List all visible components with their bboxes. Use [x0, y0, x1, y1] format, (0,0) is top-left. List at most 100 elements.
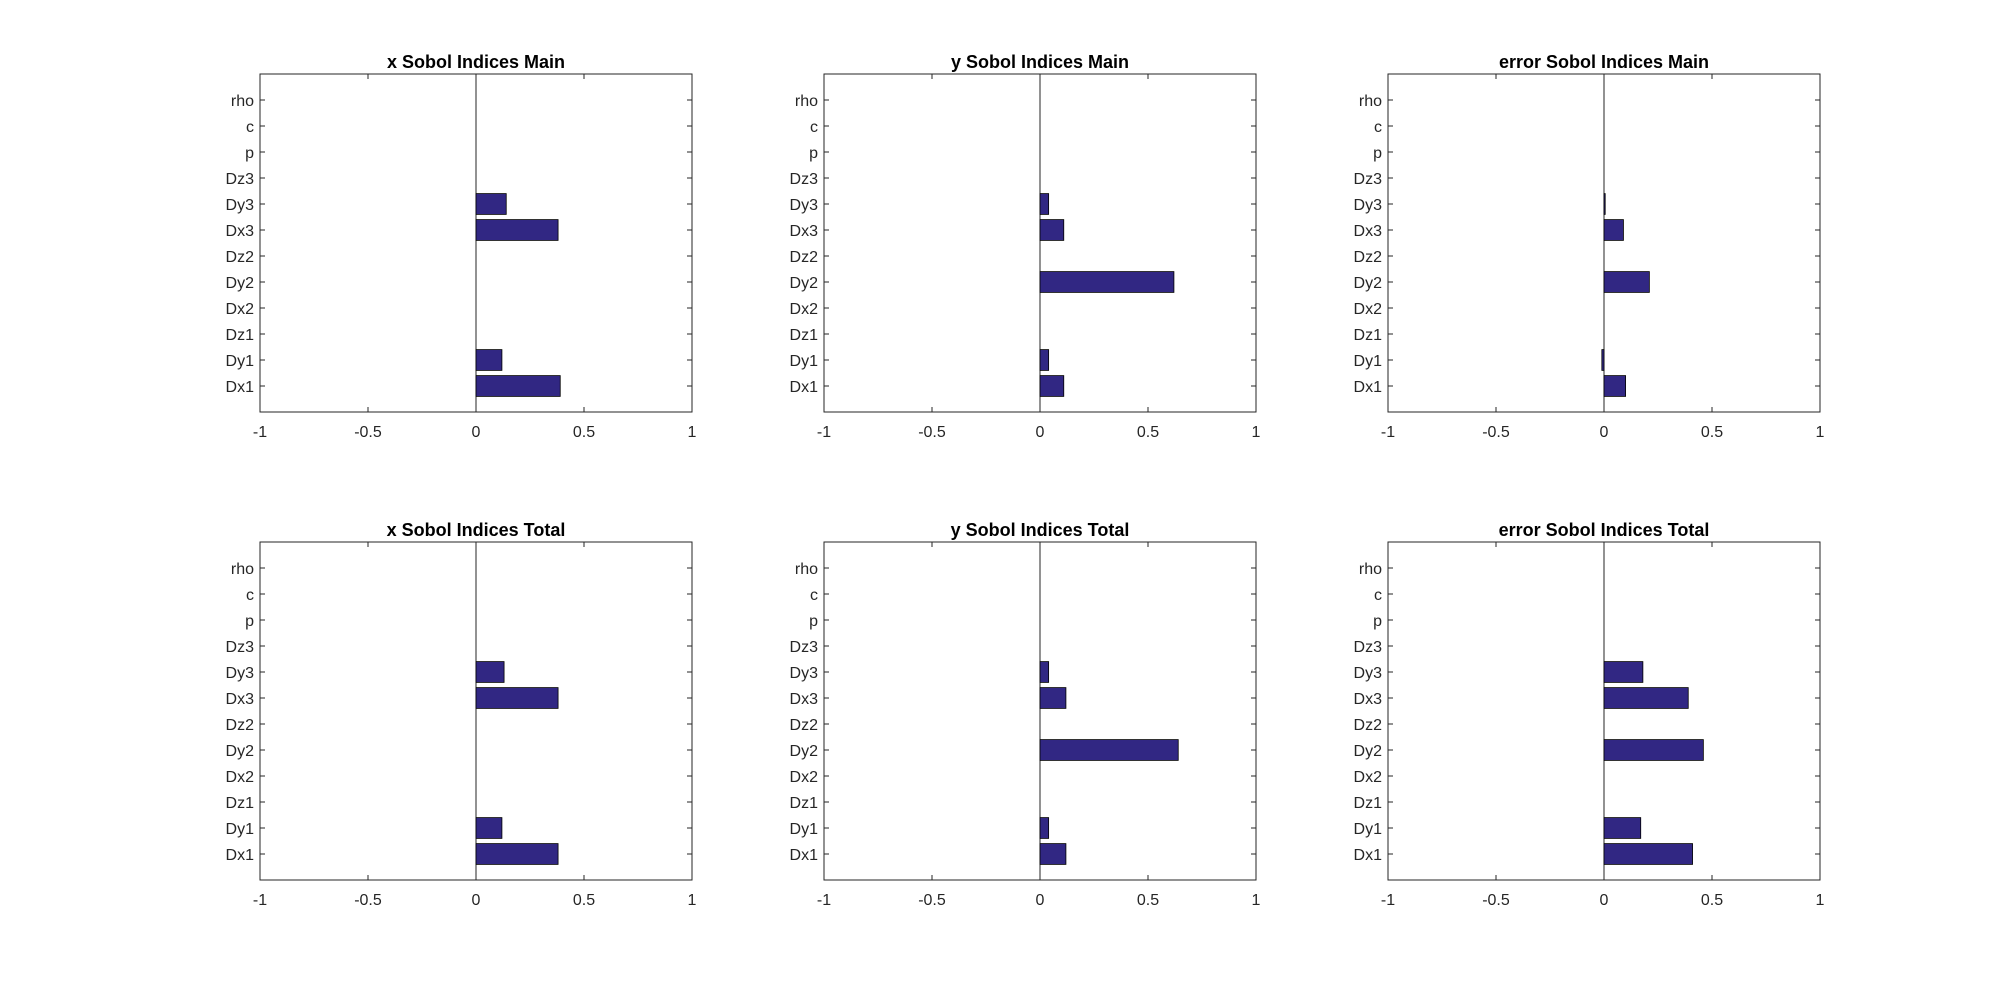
bar-dy1: [1039, 349, 1050, 371]
y-tick-label: Dx3: [226, 691, 255, 708]
y-tick-label: Dy1: [226, 821, 255, 838]
chart-title: error Sobol Indices Total: [1499, 520, 1710, 540]
y-tick-label: rho: [795, 561, 818, 578]
x-tick-label: 0.5: [1701, 892, 1723, 909]
y-tick-label: Dy1: [790, 353, 819, 370]
y-tick-label: c: [810, 587, 818, 604]
chart-panel-6: error Sobol Indices Total -1 -0.5 0 0.5 1 Dx1 D…: [1354, 520, 1825, 909]
chart-panel-5: y Sobol Indices Total -1 -0.5 0 0.5 1 Dx1 Dy1 Dz…: [790, 520, 1261, 909]
y-tick-label: Dy1: [226, 353, 255, 370]
bar-dy2: [1039, 739, 1179, 761]
bar-dx1: [475, 843, 559, 865]
y-tick-label: c: [1374, 119, 1382, 136]
y-tick-label: Dx1: [1354, 379, 1383, 396]
y-tick-label: Dy3: [1354, 665, 1383, 682]
bar-dy1: [1601, 349, 1605, 371]
bar-dy1: [1603, 817, 1642, 839]
x-tick-label: -1: [253, 424, 267, 441]
y-tick-label: Dy3: [790, 197, 819, 214]
y-tick-label: Dx3: [1354, 691, 1383, 708]
x-tick-label: 0: [1036, 424, 1045, 441]
x-tick-label: -1: [253, 892, 267, 909]
y-tick-label: Dz3: [226, 639, 255, 656]
y-tick-label: Dy3: [790, 665, 819, 682]
y-tick-label: c: [246, 119, 254, 136]
chart-panel-4: x Sobol Indices Total -1 -0.5 0 0.5 1 Dx1 Dy1 Dz…: [226, 520, 697, 909]
bar-dy3: [1039, 661, 1050, 683]
chart-title: x Sobol Indices Total: [387, 520, 566, 540]
y-tick-label: rho: [795, 93, 818, 110]
y-tick-label: rho: [231, 561, 254, 578]
y-tick-label: Dx1: [226, 847, 255, 864]
x-tick-label: -0.5: [918, 892, 946, 909]
y-tick-label: c: [1374, 587, 1382, 604]
bar-dy1: [475, 349, 503, 371]
y-tick-label: c: [246, 587, 254, 604]
bar-dy3: [475, 661, 505, 683]
y-tick-label: Dy2: [790, 275, 819, 292]
bar-dx3: [475, 219, 559, 241]
bar-dx3: [1603, 219, 1624, 241]
y-tick-label: Dy2: [1354, 275, 1383, 292]
y-tick-label: Dy2: [1354, 743, 1383, 760]
y-tick-label: Dx1: [226, 379, 255, 396]
bar-dx3: [475, 687, 559, 709]
x-tick-label: -0.5: [1482, 892, 1510, 909]
y-tick-label: Dz2: [226, 717, 255, 734]
x-tick-label: -0.5: [354, 424, 382, 441]
bar-dx3: [1039, 219, 1065, 241]
x-tick-label: -1: [1381, 424, 1395, 441]
chart-panel-2: y Sobol Indices Main -1 -0.5 0 0.5 1 Dx1 Dy1 Dz1…: [790, 52, 1261, 441]
y-tick-label: Dx1: [1354, 847, 1383, 864]
chart-title: x Sobol Indices Main: [387, 52, 565, 72]
y-tick-label: p: [245, 145, 254, 162]
x-tick-label: 1: [688, 892, 697, 909]
y-tick-label: Dz3: [790, 171, 819, 188]
y-tick-label: Dx2: [1354, 301, 1383, 318]
bar-dy2: [1603, 739, 1704, 761]
x-tick-label: 0: [1036, 892, 1045, 909]
bar-dx1: [1039, 375, 1065, 397]
y-tick-label: Dy3: [226, 197, 255, 214]
y-tick-label: Dz1: [1354, 795, 1383, 812]
y-tick-label: Dy3: [226, 665, 255, 682]
y-tick-label: Dy2: [226, 743, 255, 760]
bar-dx1: [1039, 843, 1067, 865]
y-tick-label: Dz2: [226, 249, 255, 266]
y-tick-label: Dz3: [226, 171, 255, 188]
x-tick-label: -1: [817, 892, 831, 909]
y-tick-label: Dy3: [1354, 197, 1383, 214]
y-tick-label: p: [1373, 613, 1382, 630]
x-tick-label: 0.5: [1137, 424, 1159, 441]
x-tick-label: 1: [1252, 424, 1261, 441]
y-tick-label: Dy1: [1354, 821, 1383, 838]
bar-dy3: [1039, 193, 1050, 215]
bar-dx1: [475, 375, 561, 397]
y-tick-label: Dz3: [1354, 171, 1383, 188]
y-tick-label: Dz1: [1354, 327, 1383, 344]
x-tick-label: 0.5: [1137, 892, 1159, 909]
x-tick-label: 0.5: [1701, 424, 1723, 441]
bar-dy2: [1603, 271, 1650, 293]
x-tick-label: 0: [1600, 892, 1609, 909]
x-tick-label: 1: [688, 424, 697, 441]
y-tick-label: Dx3: [790, 691, 819, 708]
x-tick-label: -1: [817, 424, 831, 441]
x-tick-label: 0: [472, 424, 481, 441]
y-tick-label: Dx3: [1354, 223, 1383, 240]
y-tick-label: rho: [1359, 93, 1382, 110]
x-tick-label: 1: [1816, 424, 1825, 441]
y-tick-label: c: [810, 119, 818, 136]
y-tick-label: p: [245, 613, 254, 630]
chart-panel-3: error Sobol Indices Main -1 -0.5 0 0.5 1 Dx1 Dy…: [1354, 52, 1825, 441]
y-tick-label: Dz2: [790, 717, 819, 734]
y-tick-label: Dz2: [1354, 717, 1383, 734]
bar-dy3: [1603, 193, 1606, 215]
y-tick-label: Dx2: [790, 769, 819, 786]
x-tick-label: -0.5: [1482, 424, 1510, 441]
y-tick-label: Dz2: [790, 249, 819, 266]
bar-dy3: [1603, 661, 1644, 683]
x-tick-label: 0: [1600, 424, 1609, 441]
y-tick-label: Dy1: [1354, 353, 1383, 370]
